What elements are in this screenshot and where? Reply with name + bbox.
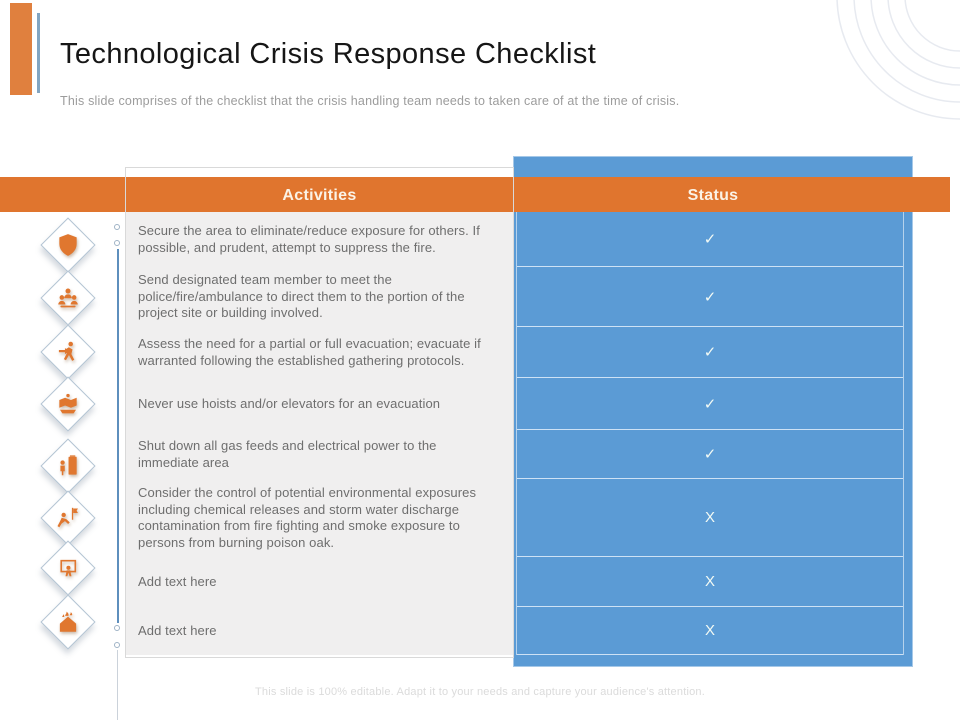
person-elevator-icon (60, 455, 77, 476)
title-accent-bar (10, 3, 32, 95)
status-column-backdrop (513, 156, 913, 667)
status-column-header: Status (687, 187, 739, 204)
status-cell-7: X (517, 557, 903, 607)
page-title: Technological Crisis Response Checklist (60, 38, 597, 70)
burning-house-icon (59, 611, 77, 632)
timeline-line (117, 249, 119, 623)
activity-row-4: Never use hoists and/or elevators for an… (138, 395, 441, 411)
hand-map-icon (59, 393, 77, 414)
activity-row-5: Shut down all gas feeds and electrical p… (138, 438, 437, 470)
activity-row-7-placeholder[interactable]: Add text here (138, 573, 217, 589)
activity-row-8-placeholder[interactable]: Add text here (138, 622, 217, 638)
row-icon-4 (40, 376, 96, 432)
timeline-tail-line (117, 650, 118, 720)
activities-panel: Secure the area to eliminate/reduce expo… (126, 212, 513, 655)
activity-row-1: Secure the area to eliminate/reduce expo… (138, 223, 480, 255)
row-icon-6 (40, 490, 96, 546)
row-icon-5 (40, 438, 96, 494)
row-icon-2 (40, 270, 96, 326)
status-cell-6: X (517, 479, 903, 557)
timeline-dot (114, 224, 120, 230)
footer-note: This slide is 100% editable. Adapt it to… (255, 686, 705, 698)
shield-icon (59, 234, 77, 256)
status-column: ✓ ✓ ✓ ✓ ✓ X X X (516, 212, 904, 655)
table-header-band (0, 177, 950, 212)
status-cell-3: ✓ (517, 327, 903, 378)
timeline-dot (114, 625, 120, 631)
status-cell-1: ✓ (517, 212, 903, 267)
team-icon (58, 288, 78, 308)
status-cell-8: X (517, 607, 903, 655)
evacuation-run-arrow-icon (58, 341, 75, 361)
status-cell-4: ✓ (517, 378, 903, 430)
row-icon-1 (40, 217, 96, 273)
activity-row-2: Send designated team member to meet the … (138, 272, 465, 321)
timeline-dot (114, 642, 120, 648)
page-subtitle: This slide comprises of the checklist th… (60, 94, 680, 108)
activities-column-header: Activities (282, 187, 357, 204)
activities-column-frame (125, 167, 514, 658)
row-icon-3 (40, 324, 96, 380)
person-window-icon (60, 559, 77, 577)
row-icon-8 (40, 594, 96, 650)
status-cell-2: ✓ (517, 267, 903, 327)
title-accent-line (37, 13, 40, 93)
status-cell-5: ✓ (517, 430, 903, 479)
activity-row-3: Assess the need for a partial or full ev… (138, 336, 481, 368)
timeline-dot (114, 240, 120, 246)
activity-row-6: Consider the control of potential enviro… (138, 485, 477, 550)
row-icon-7 (40, 540, 96, 596)
person-flag-icon (57, 507, 78, 528)
